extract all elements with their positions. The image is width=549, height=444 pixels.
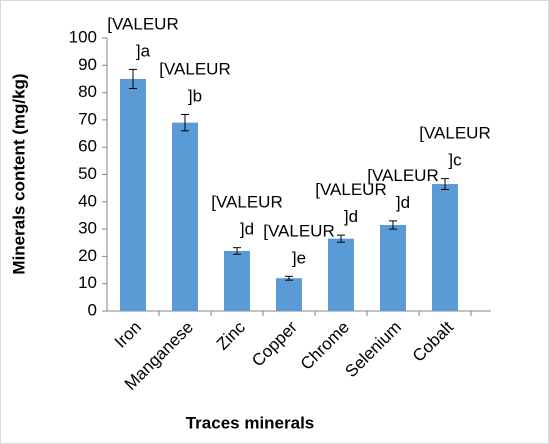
data-label: [VALEUR]b [159, 60, 231, 106]
data-label: [VALEUR]e [263, 222, 335, 268]
y-axis-title: Minerals content (mg/kg) [9, 73, 28, 274]
bar [120, 78, 146, 311]
data-label: [VALEUR]d [367, 166, 439, 212]
bar [328, 238, 354, 311]
y-tick-label: 70 [78, 109, 97, 128]
y-tick-label: 20 [78, 246, 97, 265]
bar [380, 225, 406, 311]
y-tick-label: 90 [78, 55, 97, 74]
y-tick-label: 40 [78, 191, 97, 210]
y-tick-label: 0 [88, 300, 97, 319]
y-tick-label: 10 [78, 273, 97, 292]
y-tick-label: 80 [78, 82, 97, 101]
y-tick-label: 50 [78, 164, 97, 183]
bar [276, 278, 302, 311]
data-label: [VALEUR]a [107, 15, 179, 61]
y-tick-label: 60 [78, 137, 97, 156]
data-label: [VALEUR]d [315, 181, 387, 227]
bar [224, 250, 250, 311]
data-label: [VALEUR]d [211, 193, 283, 239]
bar [432, 184, 458, 311]
bar [172, 122, 198, 311]
data-label: [VALEUR]c [419, 124, 491, 170]
x-axis-title: Traces minerals [186, 413, 315, 432]
y-tick-label: 100 [69, 27, 97, 46]
y-tick-label: 30 [78, 219, 97, 238]
